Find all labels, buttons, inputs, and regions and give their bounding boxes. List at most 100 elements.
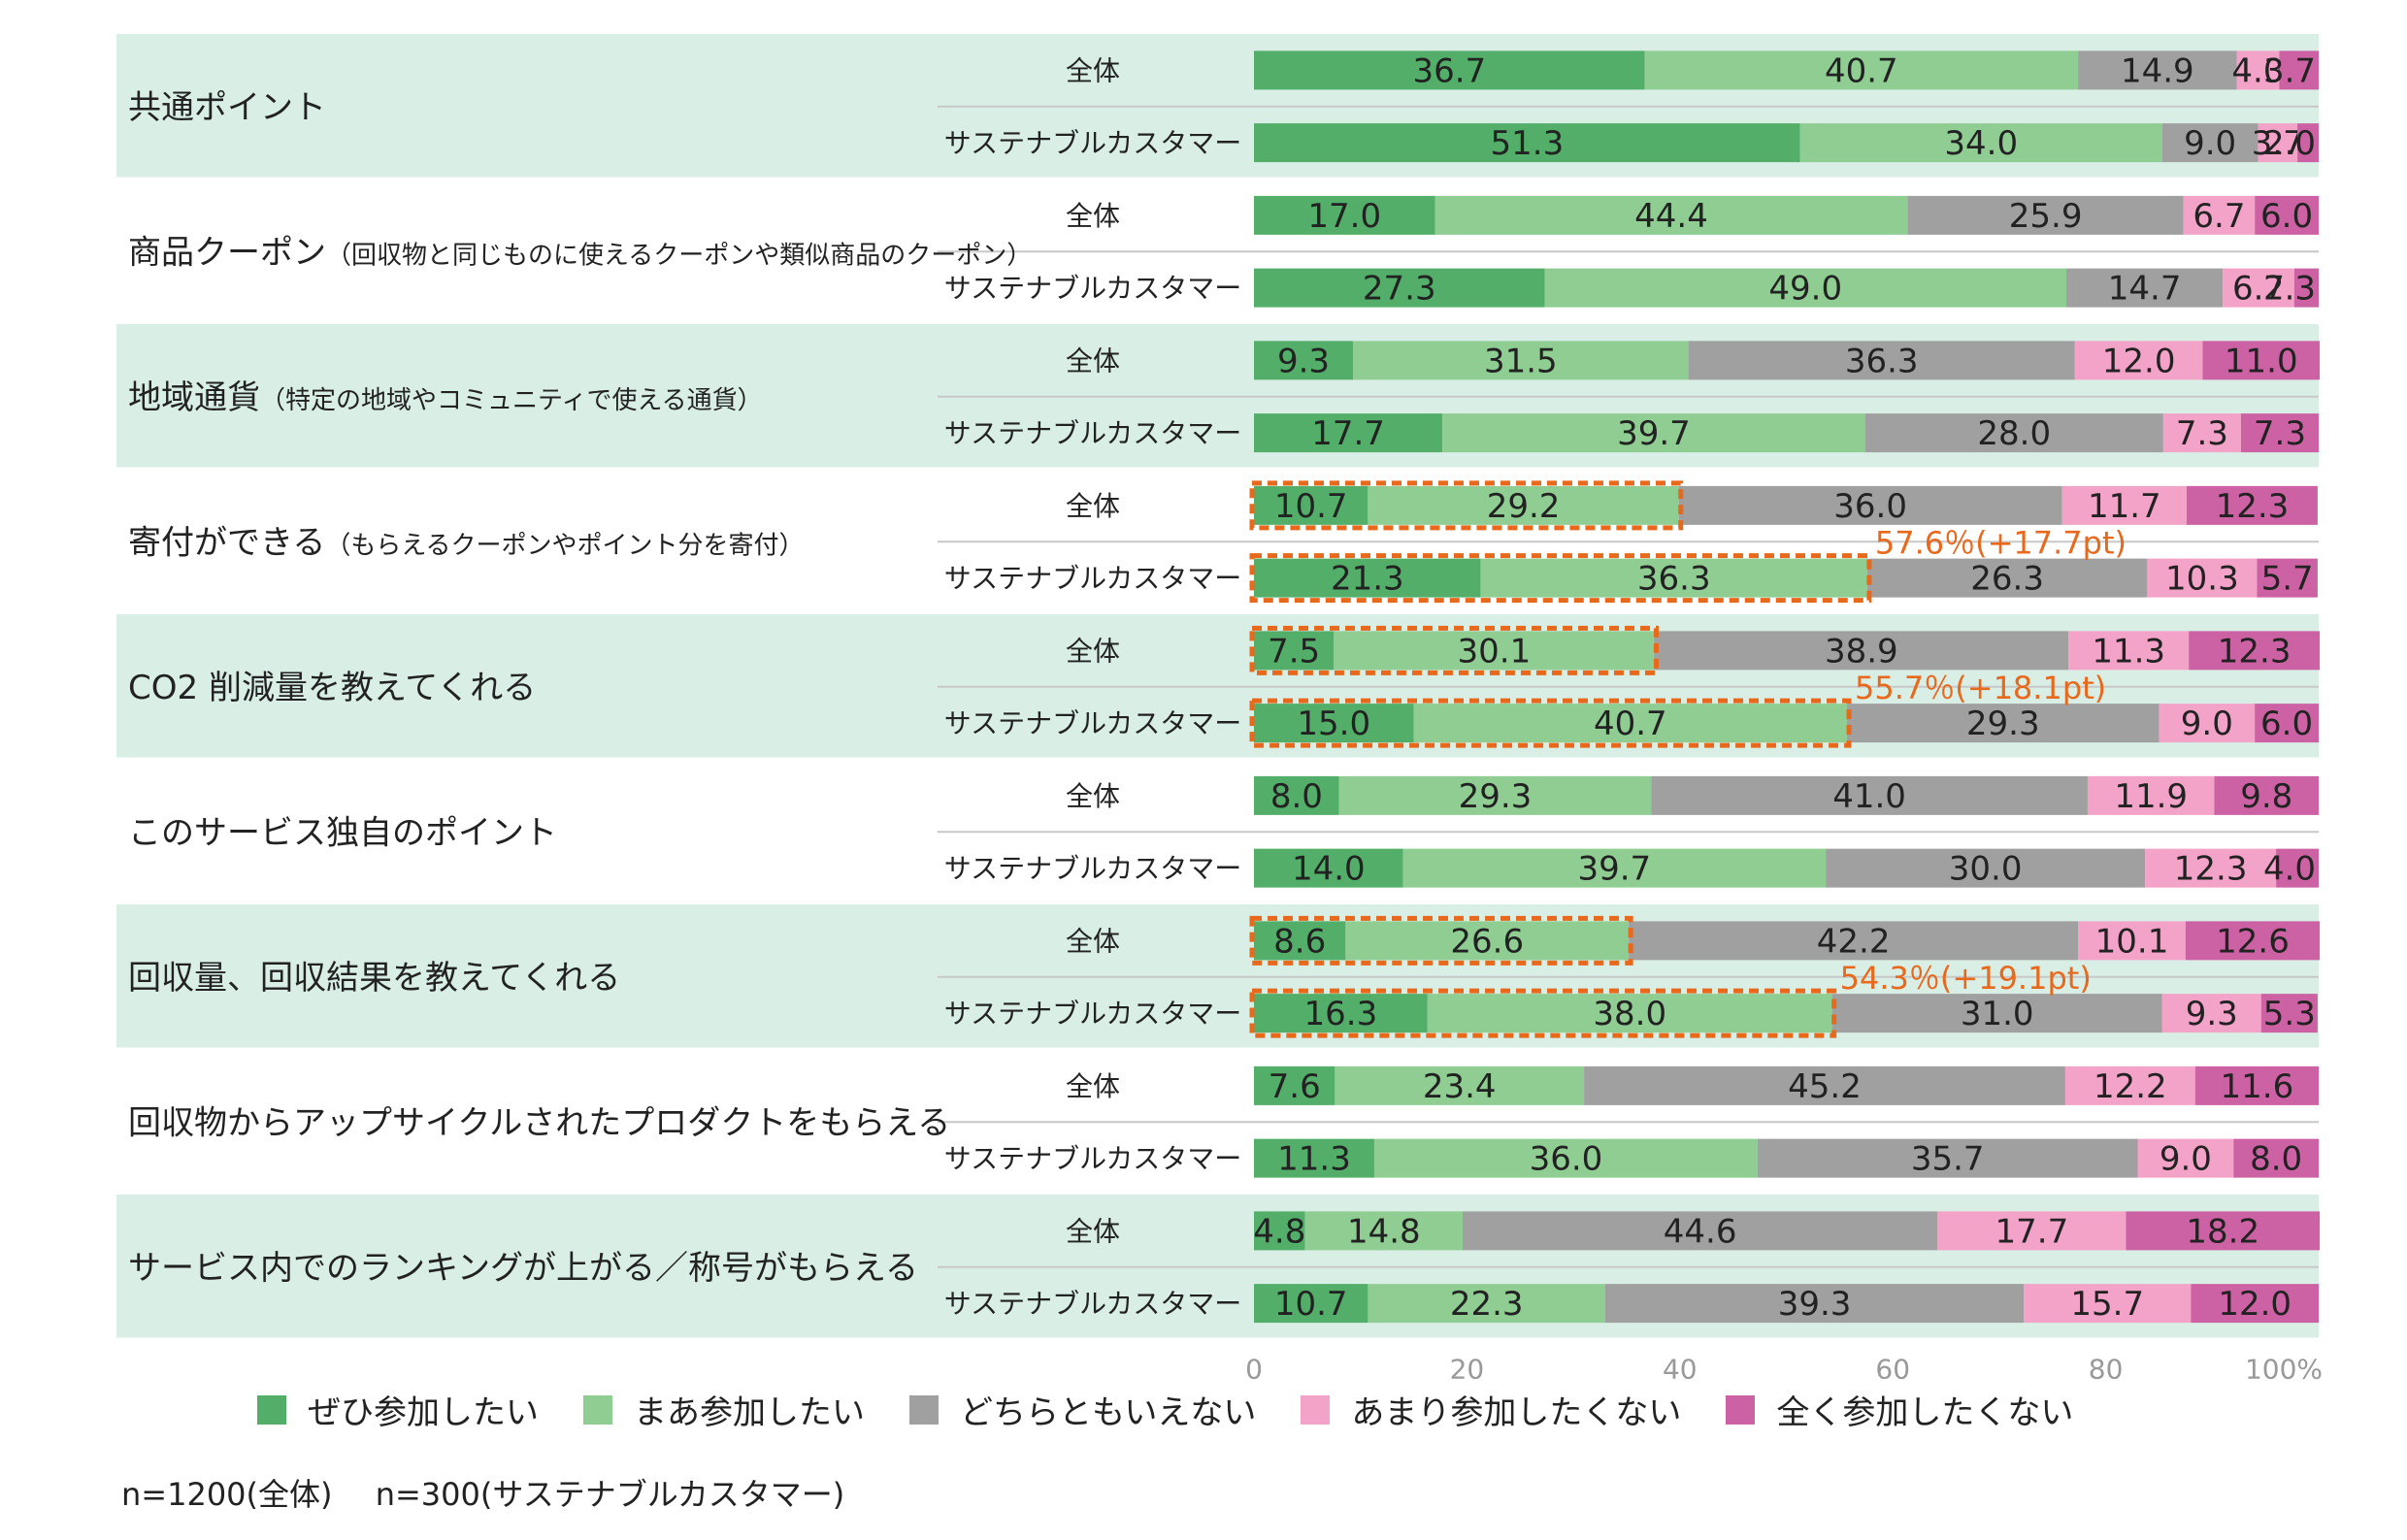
chart-legend: ぜひ参加したい まあ参加したい どちらともいえない あまり参加したくない 全く参…	[257, 1386, 2118, 1433]
legend-item-4: 全く参加したくない	[1726, 1386, 2073, 1433]
bar-segment-7-0-3	[2064, 1065, 2195, 1105]
bar-segment-8-0-2	[1463, 1211, 1938, 1251]
group-label-3: 寄付ができる（もらえるクーポンやポイント分を寄付）	[128, 523, 805, 562]
bar-segment-8-1-3	[2024, 1284, 2192, 1324]
data-label-0-1-0: 51.3	[1491, 124, 1565, 163]
bar-segment-3-1-2	[1866, 558, 2148, 598]
data-label-6-1-1: 38.0	[1593, 995, 1666, 1033]
data-label-8-1-0: 10.7	[1274, 1285, 1348, 1324]
data-label-0-0-3: 4.0	[2231, 51, 2284, 90]
bar-segment-1-1-4	[2293, 268, 2319, 308]
data-label-4-0-4: 12.3	[2218, 632, 2292, 671]
bar-row-label-5-1: サステナブルカスタマー	[944, 853, 1242, 885]
bar-segment-3-1-3	[2147, 558, 2258, 598]
bar-segment-1-1-1	[1544, 268, 2067, 308]
bar-segment-0-0-0	[1254, 50, 1645, 90]
data-label-0-0-4: 3.7	[2263, 51, 2316, 90]
bar-row-label-3-1: サステナブルカスタマー	[944, 563, 1242, 595]
bar-segment-0-0-2	[2078, 50, 2237, 90]
group-note-2: （特定の地域やコミュニティで使える通貨）	[260, 386, 763, 415]
bar-segment-4-0-0	[1254, 631, 1335, 671]
data-label-6-0-2: 42.2	[1817, 922, 1891, 961]
bar-segment-7-0-2	[1584, 1065, 2065, 1105]
legend-item-0: ぜひ参加したい	[257, 1386, 539, 1433]
bar-segment-6-1-3	[2161, 994, 2261, 1033]
bar-segment-8-1-4	[2191, 1284, 2319, 1324]
group-label-1: 商品クーポン（回収物と同じものに使えるクーポンや類似商品のクーポン）	[128, 233, 1032, 272]
bar-segment-3-1-4	[2257, 558, 2318, 598]
group-label-7: 回収物からアップサイクルされたプロダクトをもらえる	[128, 1103, 950, 1142]
bar-segment-8-0-3	[1937, 1211, 2127, 1251]
bar-segment-5-0-1	[1338, 775, 1652, 815]
highlight-box-6-1	[1249, 988, 1837, 1038]
data-label-6-1-3: 9.3	[2186, 995, 2238, 1033]
bar-segment-6-1-2	[1831, 994, 2162, 1033]
bar-segment-4-0-2	[1654, 631, 2069, 671]
data-label-6-0-3: 10.1	[2095, 922, 2169, 961]
group-note-3: （もらえるクーポンやポイント分を寄付）	[325, 531, 804, 560]
bar-segment-2-1-0	[1254, 413, 1443, 453]
legend-item-1: まあ参加したい	[583, 1386, 865, 1433]
data-label-4-1-4: 6.0	[2260, 704, 2313, 743]
footnote-n-sustainable: n=300(サステナブルカスタマー)	[375, 1476, 845, 1513]
data-label-2-1-2: 28.0	[1977, 414, 2051, 453]
highlight-annotation-4: 55.7％(+18.1pt)	[1855, 670, 2106, 706]
sample-size-footnote: n=1200(全体) n=300(サステナブルカスタマー)	[121, 1470, 877, 1515]
bar-segment-4-1-3	[2159, 704, 2256, 743]
bar-segment-3-1-0	[1254, 558, 1481, 598]
bar-segment-1-0-3	[2183, 195, 2256, 235]
footnote-n-all: n=1200(全体)	[121, 1476, 333, 1513]
group-label-text-2: 地域通貨	[128, 378, 260, 417]
data-label-1-1-0: 27.3	[1363, 270, 1436, 309]
data-label-8-1-4: 12.0	[2218, 1285, 2292, 1324]
bar-segment-2-0-1	[1353, 341, 1689, 380]
bar-segment-0-1-1	[1799, 123, 2162, 163]
x-tick-label-5: 100%	[2245, 1354, 2323, 1386]
bar-segment-1-1-2	[2066, 268, 2224, 308]
bar-segment-2-0-0	[1254, 341, 1354, 380]
highlight-box-6-0	[1249, 915, 1633, 966]
group-label-text-7: 回収物からアップサイクルされたプロダクトをもらえる	[128, 1103, 950, 1142]
bar-row-label-8-1: サステナブルカスタマー	[944, 1288, 1242, 1320]
bar-segment-1-0-2	[1907, 195, 2184, 235]
bar-row-label-1-0: 全体	[1066, 200, 1120, 232]
group-label-4: CO2 削減量を教えてくれる	[128, 669, 536, 707]
data-label-3-0-4: 12.3	[2216, 487, 2290, 526]
data-label-4-1-0: 15.0	[1297, 704, 1370, 743]
bar-segment-7-1-1	[1373, 1138, 1758, 1178]
data-label-2-1-1: 39.7	[1617, 414, 1691, 453]
data-label-3-1-2: 26.3	[1970, 560, 2044, 599]
bar-row-label-4-0: 全体	[1066, 635, 1120, 667]
data-label-5-1-0: 14.0	[1292, 850, 1366, 889]
bar-segment-8-0-4	[2126, 1211, 2321, 1251]
x-tick-label-3: 60	[1875, 1354, 1910, 1386]
bar-row-label-0-0: 全体	[1066, 54, 1120, 86]
data-label-2-0-4: 11.0	[2225, 342, 2298, 380]
data-label-8-0-4: 18.2	[2186, 1212, 2259, 1251]
data-label-5-1-1: 39.7	[1577, 850, 1651, 889]
bar-segment-6-0-0	[1254, 921, 1346, 961]
bar-segment-7-1-3	[2137, 1138, 2234, 1178]
data-label-1-1-1: 49.0	[1768, 270, 1842, 309]
data-label-7-0-0: 7.6	[1269, 1067, 1321, 1106]
bar-segment-4-1-2	[1847, 704, 2160, 743]
data-label-7-1-4: 8.0	[2250, 1140, 2302, 1179]
bar-segment-8-0-0	[1254, 1211, 1305, 1251]
data-label-2-0-0: 9.3	[1277, 342, 1330, 380]
legend-swatch-0	[257, 1394, 286, 1425]
bar-segment-3-0-3	[2061, 485, 2187, 525]
data-label-0-1-4: 2.0	[2263, 124, 2316, 163]
bar-segment-6-0-4	[2185, 921, 2321, 961]
bar-segment-3-0-2	[1678, 485, 2062, 525]
data-label-3-1-4: 5.7	[2261, 560, 2314, 599]
x-tick-label-0: 0	[1245, 1354, 1263, 1386]
bar-segment-1-0-1	[1434, 195, 1908, 235]
data-label-3-0-3: 11.7	[2088, 487, 2161, 526]
data-label-5-0-1: 29.3	[1459, 777, 1533, 816]
data-label-4-0-0: 7.5	[1268, 632, 1320, 671]
legend-swatch-4	[1726, 1394, 1756, 1425]
bar-segment-5-0-3	[2087, 775, 2215, 815]
bar-row-label-2-0: 全体	[1066, 344, 1120, 377]
legend-label-0: ぜひ参加したい	[308, 1393, 539, 1432]
bar-segment-7-1-0	[1254, 1138, 1374, 1178]
